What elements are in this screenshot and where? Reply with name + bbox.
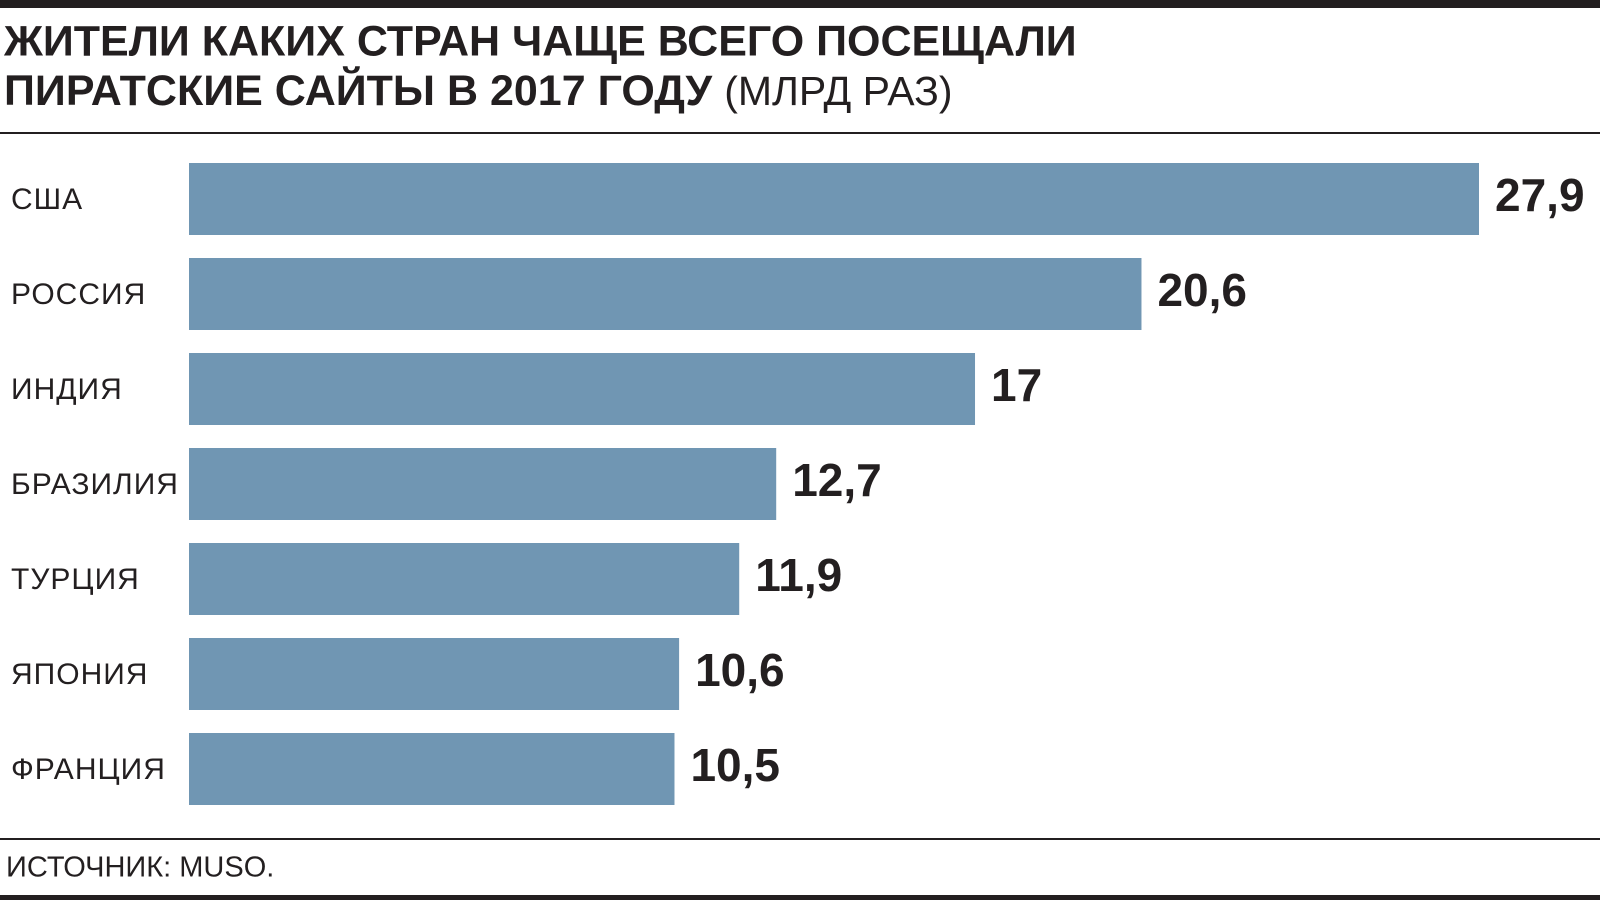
source: ИСТОЧНИК: MUSO. (6, 852, 274, 884)
chart-title-line2: ПИРАТСКИЕ САЙТЫ В 2017 ГОДУ (МЛРД РАЗ) (4, 66, 953, 115)
category-label: ЯПОНИЯ (11, 658, 148, 691)
bar (189, 258, 1142, 330)
category-label: РОССИЯ (11, 278, 146, 311)
chart-title: ЖИТЕЛИ КАКИХ СТРАН ЧАЩЕ ВСЕГО ПОСЕЩАЛИ (3, 17, 1077, 65)
bar (189, 448, 777, 520)
divider (0, 838, 1600, 840)
bar (189, 543, 740, 615)
top-rule (0, 0, 1600, 8)
value-label: 10,6 (695, 644, 785, 696)
category-label: ТУРЦИЯ (11, 563, 140, 596)
category-label: США (11, 183, 83, 216)
bottom-rule (0, 895, 1600, 900)
bar (189, 638, 680, 710)
chart-subtitle: (МЛРД РАЗ) (724, 68, 952, 114)
value-label: 11,9 (755, 549, 842, 601)
category-label: ИНДИЯ (11, 373, 123, 406)
bar (189, 163, 1479, 235)
value-label: 12,7 (792, 454, 882, 506)
value-label: 27,9 (1495, 169, 1585, 221)
value-label: 20,6 (1157, 264, 1247, 316)
category-label: БРАЗИЛИЯ (11, 468, 179, 501)
value-label: 17 (991, 359, 1042, 411)
divider (0, 132, 1600, 134)
bar (189, 353, 976, 425)
value-label: 10,5 (690, 739, 780, 791)
chart-title-part: ПИРАТСКИЕ САЙТЫ В 2017 ГОДУ (4, 66, 713, 115)
bar (189, 733, 675, 805)
category-label: ФРАНЦИЯ (11, 753, 166, 786)
